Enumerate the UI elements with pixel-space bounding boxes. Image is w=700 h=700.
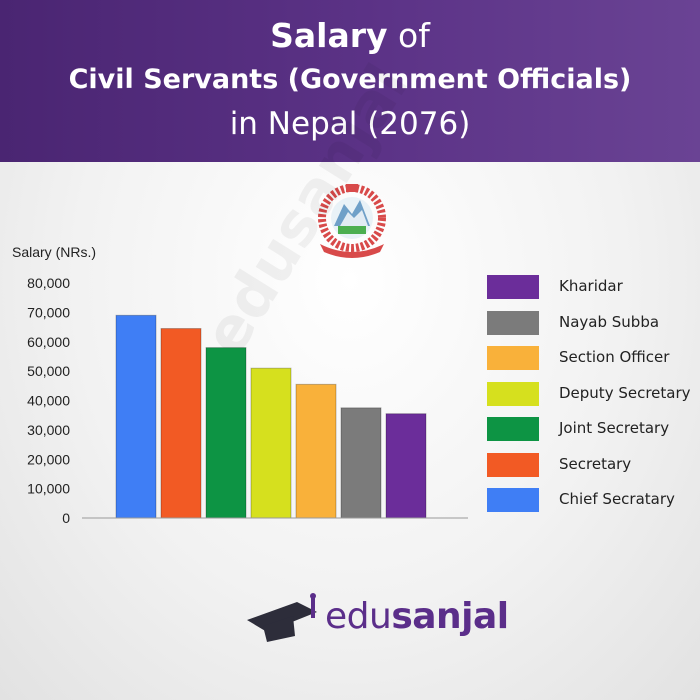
legend-item: Joint Secretary xyxy=(487,416,697,442)
y-tick-label: 50,000 xyxy=(27,363,70,379)
salary-bar-chart: Salary (NRs.) 0 10,000 20,000 30,000 40,000 5… xyxy=(12,244,468,526)
graduation-cap-icon xyxy=(247,593,317,642)
legend-item: Secretary xyxy=(487,452,697,478)
header-banner: Salary of Civil Servants (Government Off… xyxy=(0,0,700,162)
bar-nayab-subba xyxy=(340,407,382,519)
legend-swatch xyxy=(487,488,539,512)
legend-label: Kharidar xyxy=(559,277,623,295)
y-tick-label: 10,000 xyxy=(27,481,70,497)
legend-label: Chief Secratary xyxy=(559,490,675,508)
bar-deputy-secretary xyxy=(250,367,292,519)
bar-chief-secratary xyxy=(115,314,157,519)
y-tick-label: 60,000 xyxy=(27,334,70,350)
y-tick-label: 40,000 xyxy=(27,393,70,409)
legend-label: Joint Secretary xyxy=(559,419,670,437)
legend-swatch xyxy=(487,452,539,477)
legend-label: Section Officer xyxy=(559,348,670,366)
nepal-emblem-icon xyxy=(318,184,386,258)
legend-item: Nayab Subba xyxy=(487,310,697,336)
legend-swatch xyxy=(487,346,539,370)
bar-secretary xyxy=(160,328,202,519)
legend-swatch xyxy=(487,275,539,299)
legend-label: Nayab Subba xyxy=(559,312,660,331)
brand-wordmark: edusanjal xyxy=(325,596,509,637)
bar-section-officer xyxy=(295,383,337,519)
title-bold-word: Salary xyxy=(270,16,388,55)
title-line-3: in Nepal (2076) xyxy=(229,106,471,142)
y-tick-label: 0 xyxy=(62,510,70,526)
y-tick-label: 70,000 xyxy=(27,304,70,320)
title-line-2: Civil Servants (Government Officials) xyxy=(68,64,632,95)
legend-item: Chief Secratary xyxy=(487,487,697,513)
y-tick-label: 20,000 xyxy=(27,451,70,467)
legend-swatch xyxy=(487,381,539,406)
bar-joint-secretary xyxy=(205,347,247,519)
legend-item: Kharidar xyxy=(487,274,697,300)
legend-label: Secretary xyxy=(559,454,632,473)
legend-swatch xyxy=(487,310,539,335)
legend-swatch xyxy=(487,417,539,441)
bar-kharidar xyxy=(385,413,427,519)
y-axis-label: Salary (NRs.) xyxy=(12,244,96,260)
title-rest: of xyxy=(387,16,430,55)
brand-prefix: edu xyxy=(325,596,392,637)
title-line-1: Salary of xyxy=(0,16,700,56)
legend-label: Deputy Secretary xyxy=(559,383,691,402)
edusanjal-logo: edusanjal xyxy=(245,590,509,650)
y-tick-label: 30,000 xyxy=(27,422,70,438)
bars xyxy=(115,314,427,519)
legend-item: Section Officer xyxy=(487,345,697,371)
y-axis-ticks: 0 10,000 20,000 30,000 40,000 50,000 60,000 70,… xyxy=(27,275,70,526)
brand-suffix: sanjal xyxy=(391,596,509,637)
y-tick-label: 80,000 xyxy=(27,275,70,291)
legend-item: Deputy Secretary xyxy=(487,381,697,407)
